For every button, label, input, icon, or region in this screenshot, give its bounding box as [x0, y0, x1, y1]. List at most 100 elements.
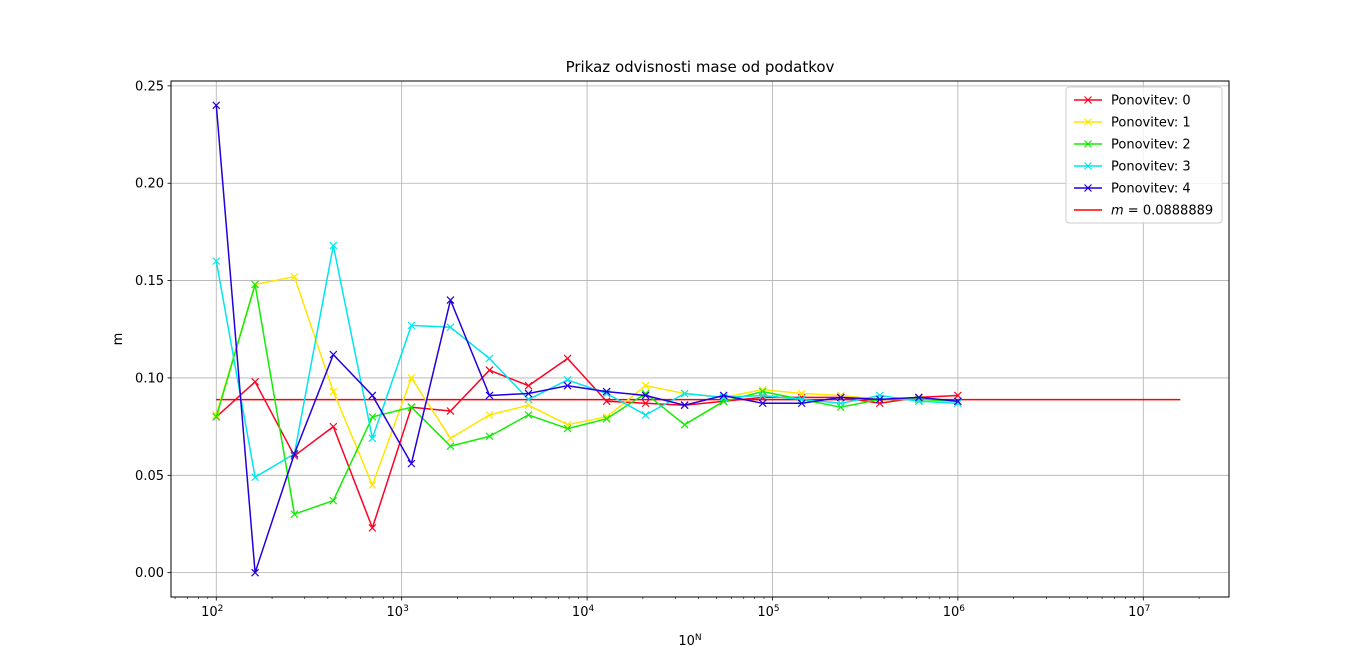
legend-marker: [1084, 118, 1092, 126]
legend-marker: [1084, 140, 1092, 148]
data-point: [680, 389, 689, 398]
data-point: [719, 391, 728, 400]
data-point: [407, 374, 416, 382]
data-point: [212, 412, 221, 421]
data-point: [485, 391, 494, 400]
data-point: [485, 432, 494, 441]
data-point: [680, 401, 689, 410]
data-point: [251, 377, 260, 386]
data-point: [290, 510, 299, 519]
data-point: [251, 568, 260, 577]
data-point: [446, 434, 455, 443]
data-point: [524, 389, 533, 398]
data-point: [524, 395, 533, 404]
y-tick-label: 0.05: [135, 469, 164, 484]
data-point: [368, 412, 377, 421]
data-point: [602, 414, 611, 423]
series-group: [212, 101, 962, 577]
series-line: [215, 244, 958, 478]
data-point: [446, 296, 455, 304]
data-point: [407, 403, 416, 412]
x-axis-title-exponent: N: [695, 633, 702, 643]
data-point: [953, 397, 962, 406]
series-4: [212, 101, 962, 577]
data-point: [485, 411, 494, 419]
legend-box: [1065, 86, 1223, 224]
series-line: [215, 275, 958, 486]
data-point: [563, 424, 572, 433]
data-point: [719, 393, 728, 402]
data-point: [641, 411, 650, 419]
data-point: [446, 323, 455, 332]
data-point: [797, 399, 806, 408]
data-point: [914, 393, 923, 402]
legend-label: Ponovitev: 1: [1111, 116, 1191, 131]
legend-marker: [1084, 162, 1092, 170]
data-point: [524, 401, 533, 410]
axes: 0.00 0.05 0.10 0.15 0.20 0.25 102 103 104 105 106 1…: [135, 79, 1200, 620]
data-point: [485, 354, 494, 363]
x-tick-label: 105: [757, 604, 779, 620]
data-point: [368, 523, 377, 532]
x-tick-label: 104: [572, 604, 595, 620]
x-axis-title-base: 10: [678, 634, 695, 649]
data-point: [758, 391, 767, 400]
legend-marker: [1084, 184, 1092, 192]
data-point: [797, 389, 806, 398]
data-point: [446, 407, 455, 415]
data-point: [212, 257, 221, 266]
data-point: [290, 449, 299, 458]
x-tick-label: 103: [387, 604, 409, 620]
y-tick-label: 0.20: [135, 177, 164, 192]
data-point: [368, 434, 377, 443]
data-point: [368, 481, 377, 489]
series-line: [215, 283, 958, 515]
data-point: [212, 101, 221, 110]
legend-marker: [1084, 96, 1092, 104]
legend-label: Ponovitev: 2: [1111, 138, 1191, 153]
data-point: [407, 459, 416, 468]
data-point: [641, 399, 650, 408]
y-tick-label: 0.10: [135, 371, 164, 386]
data-point: [329, 422, 338, 431]
x-tick-label: 106: [943, 604, 966, 620]
series-line: [215, 357, 958, 529]
data-point: [290, 272, 299, 281]
legend-label: Ponovitev: 3: [1111, 160, 1191, 175]
data-point: [563, 375, 572, 384]
data-point: [329, 496, 338, 505]
data-point: [485, 366, 494, 375]
plot-frame: [170, 80, 1230, 598]
data-point: [641, 381, 650, 390]
data-point: [680, 420, 689, 429]
data-point: [446, 442, 455, 451]
data-point: [602, 397, 611, 406]
legend-label: Ponovitev: 0: [1111, 94, 1191, 109]
grid: [171, 81, 1229, 597]
legend-label: Ponovitev: 4: [1111, 182, 1191, 197]
x-axis-title: 10N: [678, 633, 701, 649]
y-axis-title: m: [111, 333, 126, 346]
chart-title: Prikaz odvisnosti mase od podatkov: [566, 58, 835, 76]
data-point: [875, 395, 884, 404]
legend-label: m = 0.0888889: [1111, 204, 1213, 219]
data-point: [524, 381, 533, 390]
y-tick-label: 0.15: [135, 274, 164, 289]
y-tick-label: 0.25: [135, 79, 164, 94]
x-tick-label: 107: [1128, 604, 1150, 620]
legend: Ponovitev: 0 Ponovitev: 1 Ponovitev: 2 Pono…: [1065, 86, 1223, 224]
data-point: [758, 399, 767, 408]
data-point: [407, 321, 416, 330]
y-tick-label: 0.00: [135, 566, 164, 581]
x-tick-label: 102: [201, 604, 223, 620]
data-point: [251, 280, 260, 289]
data-point: [836, 393, 845, 402]
data-point: [368, 391, 377, 400]
data-point: [563, 381, 572, 390]
data-point: [641, 391, 650, 400]
data-point: [953, 391, 962, 400]
data-point: [329, 241, 338, 250]
series-line: [215, 105, 958, 574]
data-point: [524, 411, 533, 419]
